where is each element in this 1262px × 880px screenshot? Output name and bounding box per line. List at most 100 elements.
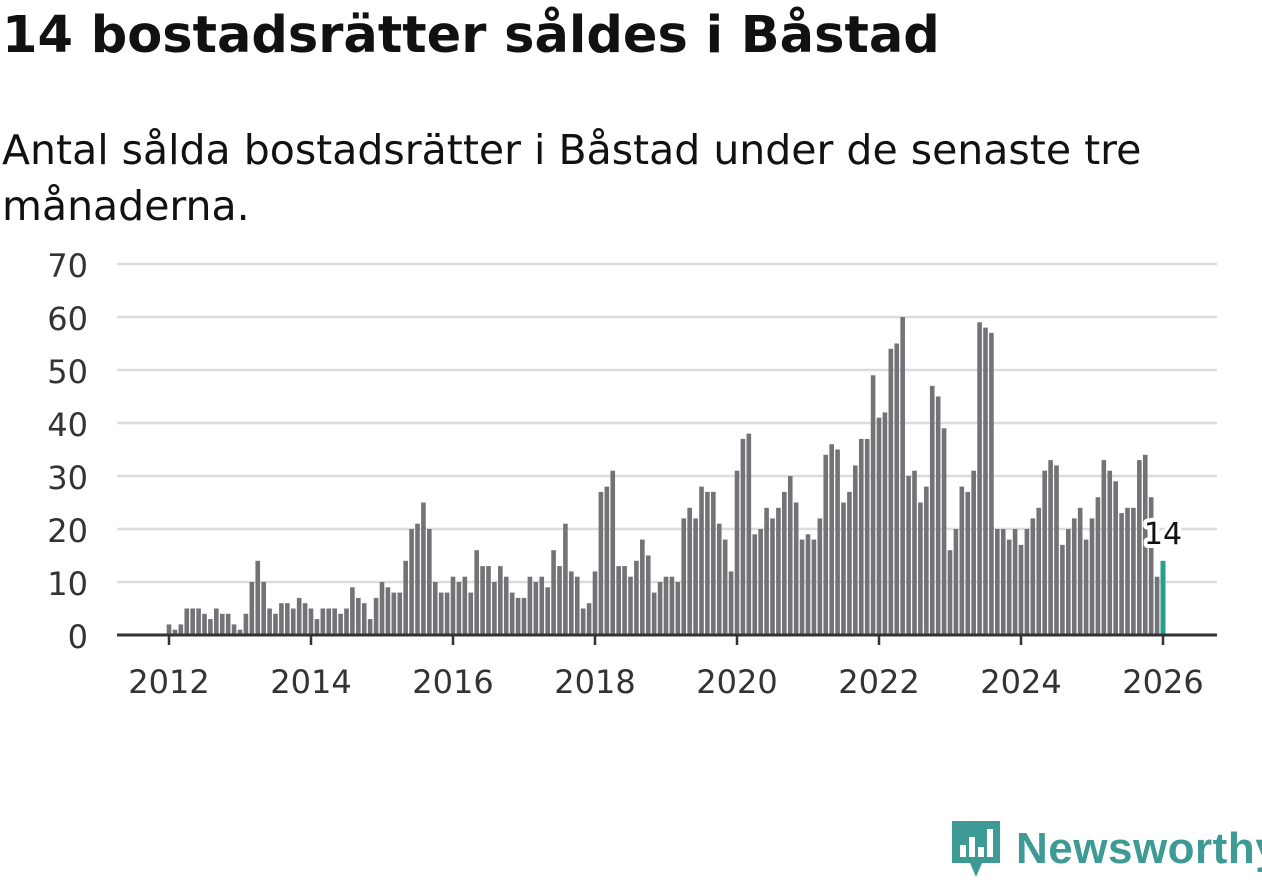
bar [829, 444, 834, 635]
bar [421, 502, 426, 635]
y-tick-label: 40 [47, 406, 88, 444]
newsworthy-logo[interactable]: Newsworthy [950, 818, 1262, 880]
bar [989, 332, 994, 635]
bar [261, 582, 266, 635]
bar [350, 587, 355, 635]
y-tick-label: 70 [47, 247, 88, 285]
brand-name: Newsworthy [1016, 824, 1262, 873]
bar [912, 470, 917, 635]
bar [243, 613, 249, 635]
bar [687, 507, 692, 635]
bar [1036, 507, 1042, 635]
bar [367, 619, 373, 635]
bar [515, 597, 521, 635]
bar [752, 534, 758, 635]
bar [1148, 497, 1154, 635]
chart-title: 14 bostadsrätter såldes i Båstad [2, 6, 940, 65]
chart-subtitle: Antal sålda bostadsrätter i Båstad under… [2, 126, 1142, 230]
bar [640, 539, 645, 635]
bar [1142, 454, 1148, 635]
bar [675, 582, 681, 635]
bar [776, 507, 781, 635]
bar [817, 518, 823, 635]
bar [805, 534, 811, 635]
bar [480, 566, 485, 635]
bar [166, 624, 172, 635]
x-tick-label: 2012 [128, 663, 209, 701]
bar [929, 385, 935, 635]
bar [1060, 544, 1065, 635]
bar [214, 608, 219, 635]
bar [308, 608, 314, 635]
bar [598, 491, 604, 635]
bar [1083, 539, 1089, 635]
bar [1154, 576, 1160, 635]
bar [1054, 465, 1059, 635]
y-tick-label: 30 [47, 459, 88, 497]
bar [876, 417, 882, 635]
bar [746, 433, 752, 635]
bar [722, 539, 728, 635]
bar [521, 597, 527, 635]
bar [338, 613, 343, 635]
bar [782, 491, 787, 635]
bar [953, 529, 959, 635]
bar [799, 539, 805, 635]
bar [657, 582, 663, 635]
bar-highlight [1160, 560, 1166, 635]
bar [959, 486, 965, 635]
bar [385, 587, 391, 635]
bar [569, 571, 574, 635]
bar [314, 619, 320, 635]
bar [1131, 507, 1136, 635]
bar [474, 550, 479, 635]
bar [184, 608, 190, 635]
x-tick-label: 2020 [696, 663, 777, 701]
bar [361, 603, 367, 635]
bar [669, 576, 675, 635]
bar [486, 566, 491, 635]
bar [924, 486, 929, 635]
bar [693, 518, 698, 635]
bar [503, 576, 509, 635]
bar [492, 582, 497, 635]
bar [823, 454, 829, 635]
bar [509, 592, 515, 635]
bar [462, 576, 468, 635]
bar [663, 576, 669, 635]
bar [592, 571, 598, 635]
bar [302, 603, 308, 635]
bar [1095, 497, 1101, 635]
bar [279, 603, 284, 635]
bar [758, 529, 763, 635]
bar [403, 560, 408, 635]
bar [888, 348, 894, 635]
bar [645, 555, 651, 635]
bar [208, 619, 213, 635]
bar [604, 486, 610, 635]
bar [456, 582, 462, 635]
bar [332, 608, 337, 635]
bar [711, 491, 716, 635]
bar [705, 491, 710, 635]
bar [563, 523, 568, 635]
bar [255, 560, 261, 635]
bar [616, 566, 621, 635]
bar [202, 613, 207, 635]
bar [906, 476, 911, 635]
bar [841, 502, 846, 635]
bar [580, 608, 586, 635]
bar [427, 529, 432, 635]
bar [379, 582, 385, 635]
y-tick-label: 20 [47, 512, 88, 550]
x-tick-label: 2026 [1122, 663, 1203, 701]
bar [249, 582, 255, 635]
bar [468, 592, 474, 635]
bar [320, 608, 326, 635]
bar [225, 613, 231, 635]
bar [285, 603, 290, 635]
bar [1107, 470, 1113, 635]
bar [326, 608, 332, 635]
x-tick-label: 2016 [412, 663, 493, 701]
gridlines [117, 262, 1217, 584]
